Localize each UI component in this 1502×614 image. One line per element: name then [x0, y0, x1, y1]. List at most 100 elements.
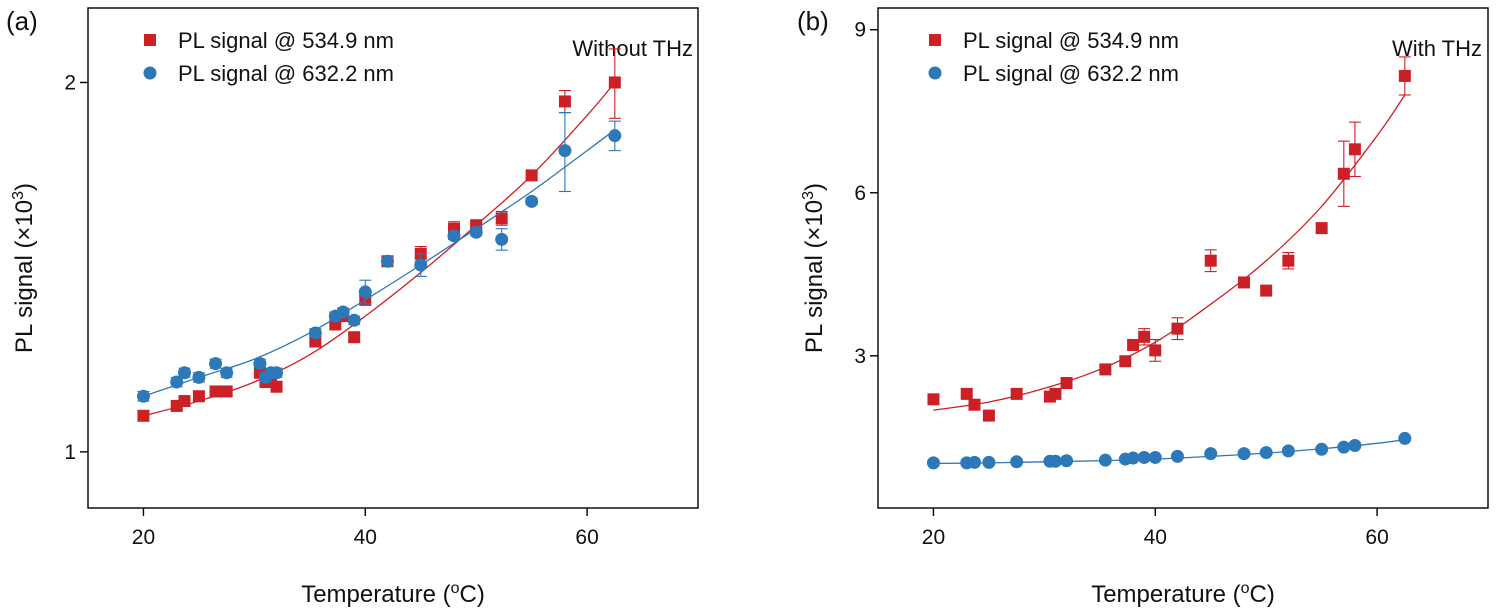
x-tick-label: 40: [1144, 526, 1167, 549]
plot-frame: [87, 7, 699, 509]
chart-panel-0: 20 40 60 1 2 Temperature (oC) PL signal (×103)…: [6, 6, 699, 608]
data-point: [608, 129, 622, 143]
y-axis-label: PL signal (×103): [10, 183, 38, 353]
series-0: [927, 56, 1411, 422]
data-point: [1049, 387, 1062, 400]
data-point: [1260, 284, 1273, 297]
data-point: [1099, 363, 1112, 376]
data-point: [1098, 453, 1112, 467]
data-point: [1048, 454, 1062, 468]
panel-label: (a): [6, 6, 38, 36]
legend-marker: [928, 66, 942, 80]
data-point: [1204, 254, 1217, 267]
x-tick-label: 20: [132, 526, 155, 549]
data-point: [1127, 338, 1140, 351]
legend-label: PL signal @ 632.2 nm: [178, 61, 394, 86]
data-point: [1126, 451, 1140, 465]
data-point: [1337, 440, 1351, 454]
x-axis-label: Temperature (oC): [301, 580, 485, 608]
y-tick-label: 2: [64, 71, 76, 94]
legend-label: PL signal @ 632.2 nm: [963, 61, 1179, 86]
x-tick-label: 60: [1365, 526, 1388, 549]
data-point: [1348, 439, 1362, 452]
data-point: [927, 393, 940, 406]
data-point: [270, 380, 283, 393]
data-point: [1237, 447, 1251, 461]
data-point: [558, 144, 572, 158]
legend-label: PL signal @ 534.9 nm: [963, 28, 1179, 53]
data-point: [608, 76, 621, 89]
data-point: [1170, 449, 1184, 463]
y-tick-label: 3: [854, 345, 866, 368]
data-point: [136, 389, 150, 403]
data-point: [525, 169, 538, 182]
data-point: [1010, 387, 1023, 400]
y-axis-label: PL signal (×103): [800, 183, 828, 353]
data-point: [447, 229, 461, 243]
fit-curve: [143, 82, 616, 417]
x-tick-label: 60: [575, 526, 598, 549]
data-point: [1137, 450, 1151, 464]
data-point: [1138, 330, 1151, 343]
data-point: [558, 95, 571, 108]
y-tick-label: 9: [854, 19, 866, 42]
data-point: [1259, 446, 1273, 460]
data-point: [525, 194, 539, 208]
plot-frame: [877, 7, 1489, 509]
data-point: [1282, 254, 1295, 267]
legend-marker: [143, 66, 157, 80]
series-1: [926, 431, 1412, 470]
data-point: [347, 313, 361, 327]
data-point: [1337, 167, 1350, 180]
data-point: [308, 326, 322, 340]
data-point: [1238, 276, 1250, 289]
data-point: [495, 232, 509, 246]
fit-curve: [143, 129, 616, 397]
data-point: [967, 455, 981, 469]
x-axis-label: Temperature (oC): [1091, 580, 1275, 608]
data-point: [1010, 455, 1024, 469]
data-point: [968, 398, 981, 411]
series-1: [136, 112, 622, 403]
data-point: [495, 212, 508, 225]
data-point: [192, 370, 206, 384]
legend-marker: [144, 34, 156, 46]
data-point: [960, 387, 973, 400]
data-point: [1315, 222, 1328, 235]
fit-curve: [933, 94, 1406, 411]
data-point: [358, 285, 372, 299]
data-point: [209, 385, 222, 398]
data-point: [1348, 143, 1361, 156]
data-point: [982, 409, 995, 422]
annotation-text: Without THz: [572, 36, 693, 61]
data-point: [1148, 450, 1162, 464]
data-point: [380, 254, 394, 268]
x-tick-label: 40: [354, 526, 377, 549]
data-point: [1204, 447, 1218, 461]
data-point: [1171, 322, 1184, 335]
data-point: [336, 305, 350, 319]
fit-curve: [933, 438, 1405, 465]
data-point: [469, 225, 483, 239]
data-point: [178, 395, 191, 408]
data-point: [1119, 355, 1132, 368]
data-point: [192, 390, 205, 403]
data-point: [1398, 431, 1412, 445]
data-point: [1398, 69, 1411, 82]
y-tick-label: 1: [64, 441, 76, 464]
data-point: [1315, 442, 1329, 456]
data-point: [170, 375, 184, 389]
data-point: [137, 409, 150, 422]
y-tick-label: 6: [854, 182, 866, 205]
data-point: [220, 385, 233, 398]
data-point: [1281, 444, 1295, 458]
data-point: [1060, 454, 1074, 468]
data-point: [270, 366, 284, 380]
data-point: [220, 366, 234, 380]
data-point: [1060, 377, 1073, 389]
data-point: [414, 258, 428, 272]
data-point: [209, 357, 223, 371]
legend-label: PL signal @ 534.9 nm: [178, 28, 394, 53]
chart-panel-1: 20 40 60 3 6 9 Temperature (oC) PL signal (×103…: [797, 6, 1489, 608]
